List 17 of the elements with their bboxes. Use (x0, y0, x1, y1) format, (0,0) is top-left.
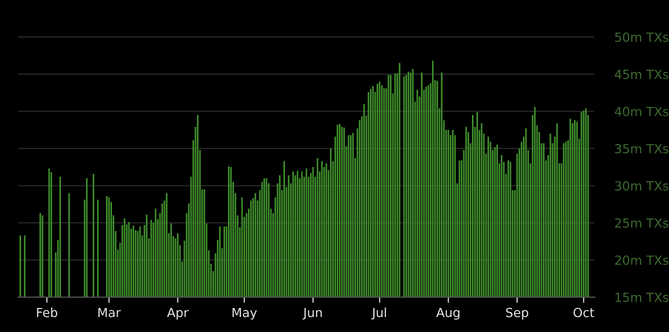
x-tick-label: May (232, 308, 257, 320)
x-tick-label: Oct (574, 308, 594, 318)
x-tick-label: Sep (506, 308, 528, 320)
x-tick-label: Aug (436, 308, 460, 320)
x-tick-label: Jul (371, 308, 386, 320)
x-tick-label: Apr (167, 308, 189, 320)
y-tick-label: 45m TXs (614, 70, 668, 80)
x-tick-label: Mar (98, 308, 121, 318)
y-tick-label: 15m TXs (616, 292, 668, 302)
y-tick-label: 25m TXs (615, 218, 668, 228)
y-tick-label: 30m TXs (615, 181, 668, 191)
y-tick-label: 50m TXs (615, 32, 668, 42)
x-tick-label: Feb (37, 308, 58, 318)
y-tick-label: 35m TXs (615, 144, 668, 154)
x-tick-label: Jun (302, 308, 322, 320)
y-tick-label: 20m TXs (615, 255, 668, 265)
y-tick-label: 40m TXs (614, 106, 668, 116)
